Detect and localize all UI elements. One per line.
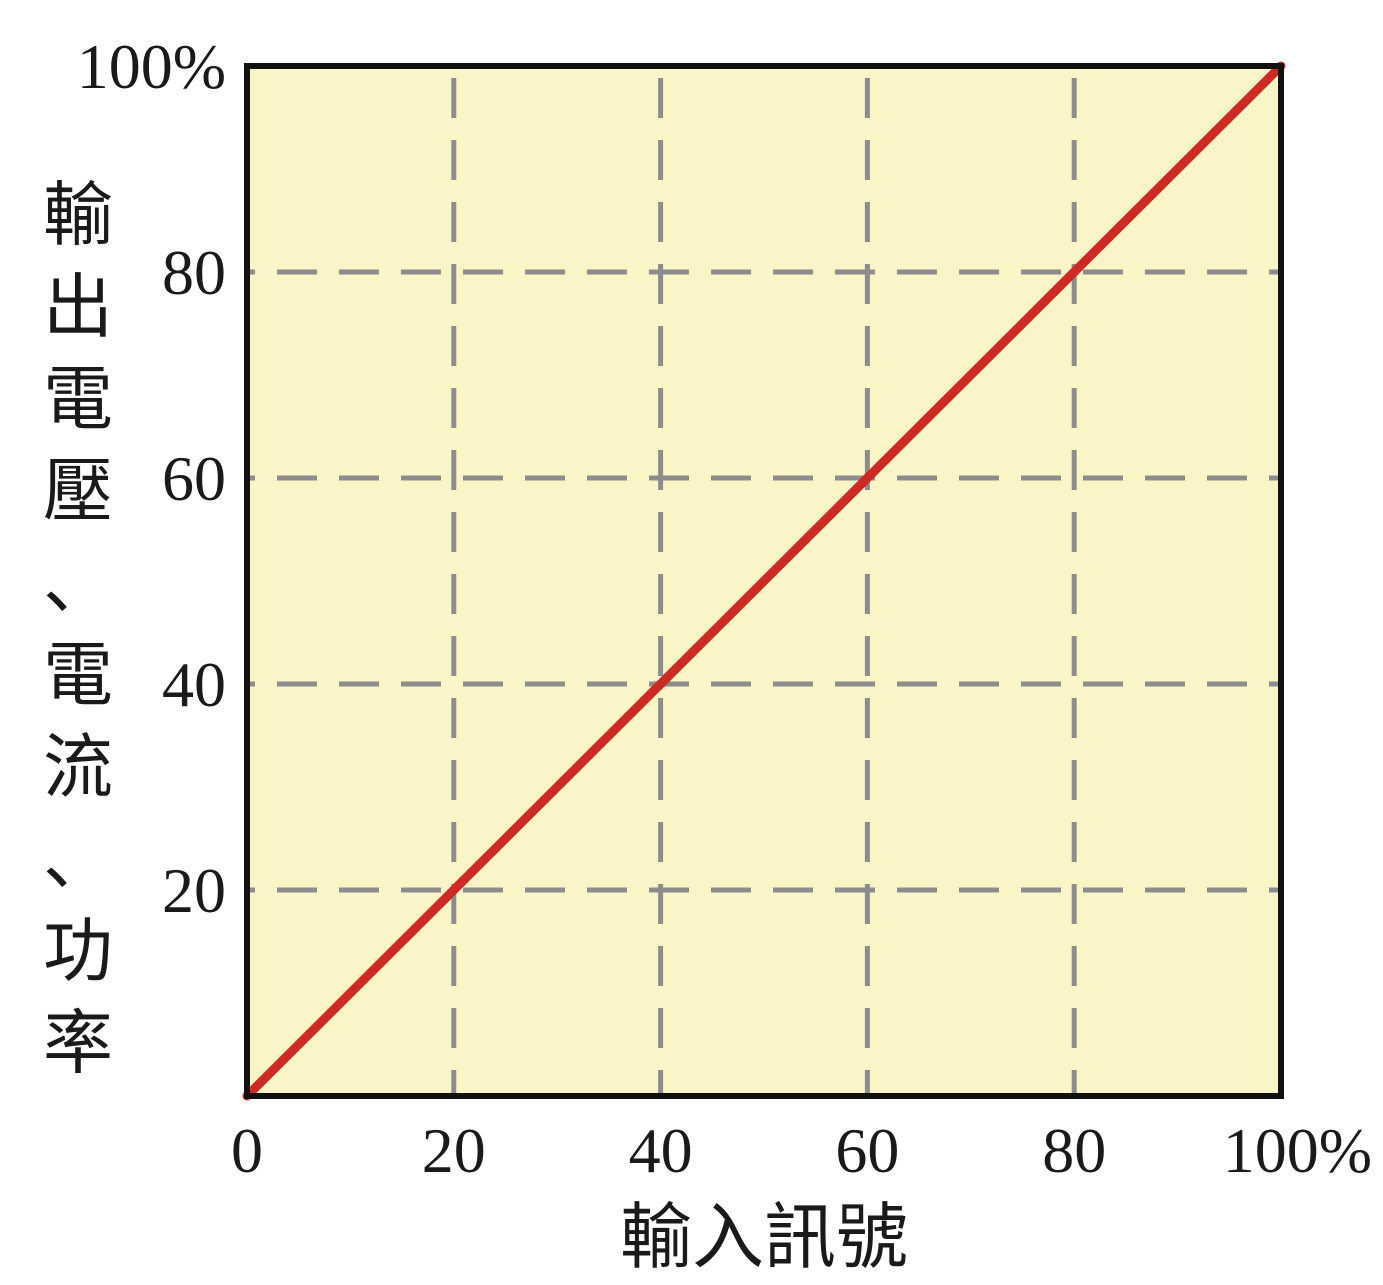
y-tick-labels: 20 40 60 80 100% (77, 31, 226, 926)
series-line (242, 61, 1286, 1101)
grid-lines (247, 66, 1281, 1096)
x-tick-label: 60 (835, 1115, 899, 1186)
plot-frame (244, 63, 1284, 1099)
y-tick-label: 20 (162, 855, 226, 926)
x-axis-label: 輸入訊號 (620, 1195, 908, 1279)
x-tick-label: 0 (231, 1115, 263, 1186)
y-tick-label: 80 (162, 237, 226, 308)
series-lines (242, 61, 1286, 1101)
x-tick-label: 40 (629, 1115, 693, 1186)
y-tick-label: 40 (162, 649, 226, 720)
x-tick-label: 80 (1042, 1115, 1106, 1186)
y-axis-label: 輸出電壓、電流、功率 (43, 174, 113, 1084)
y-tick-label: 100% (77, 31, 226, 102)
y-tick-label: 60 (162, 443, 226, 514)
x-tick-labels: 0 20 40 60 80 100% (231, 1115, 1372, 1186)
x-tick-label: 20 (422, 1115, 486, 1186)
x-tick-label: 100% (1223, 1115, 1372, 1186)
